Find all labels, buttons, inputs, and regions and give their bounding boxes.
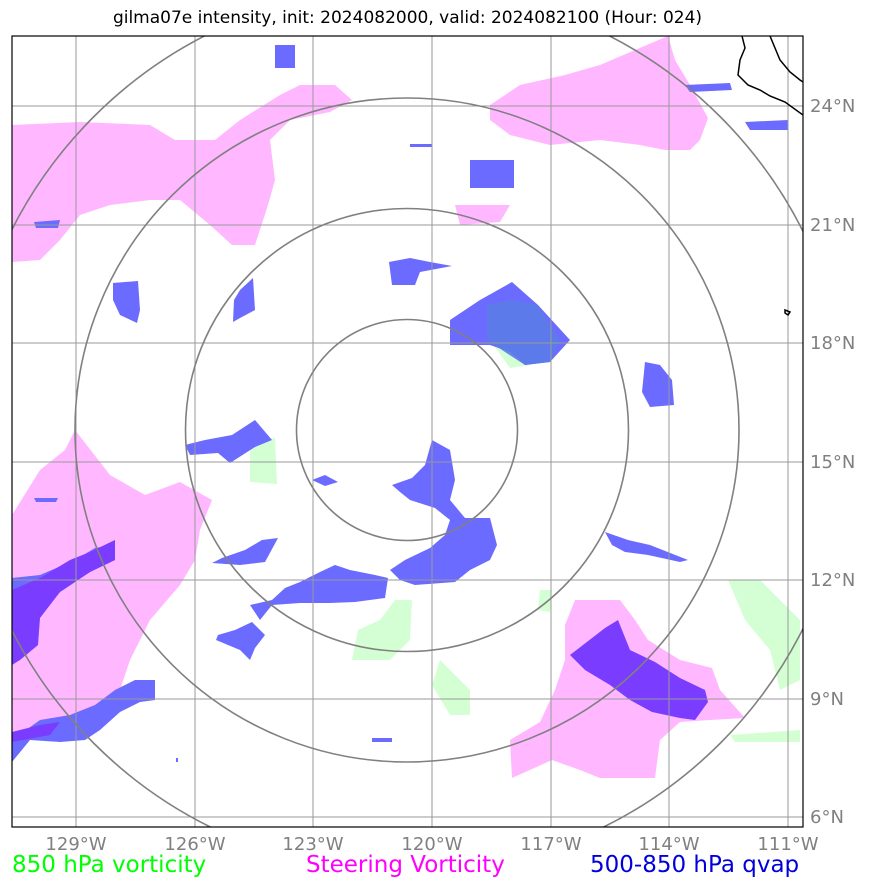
gridlines <box>12 36 803 827</box>
lat-axis: 24°N 21°N 18°N 15°N 12°N 9°N 6°N <box>810 96 855 828</box>
coastline <box>737 36 803 317</box>
lat-label: 12°N <box>810 570 855 591</box>
range-rings <box>12 36 803 827</box>
lon-label: 117°W <box>520 834 581 855</box>
lon-label: 111°W <box>757 834 818 855</box>
lat-label: 15°N <box>810 452 855 473</box>
lon-label: 126°W <box>164 834 225 855</box>
lat-label: 24°N <box>810 96 855 117</box>
lat-label: 21°N <box>810 215 855 236</box>
lon-axis: 129°W 126°W 123°W 120°W 117°W 114°W 111°… <box>45 834 818 855</box>
lon-label: 114°W <box>638 834 699 855</box>
legend-steering-vorticity: Steering Vorticity <box>306 852 505 878</box>
map-title: gilma07e intensity, init: 2024082000, va… <box>112 8 703 28</box>
qvap-strong-layer <box>12 540 708 742</box>
legend-vorticity-850: 850 hPa vorticity <box>12 852 207 878</box>
plot-frame <box>11 35 804 828</box>
qvap-overlap-region <box>487 300 560 365</box>
legend-qvap: 500-850 hPa qvap <box>590 852 800 878</box>
lat-label: 9°N <box>810 689 844 710</box>
lon-label: 123°W <box>282 834 343 855</box>
lat-label: 18°N <box>810 333 855 354</box>
lon-label: 120°W <box>401 834 462 855</box>
lat-label: 6°N <box>810 807 844 828</box>
lon-label: 129°W <box>45 834 106 855</box>
